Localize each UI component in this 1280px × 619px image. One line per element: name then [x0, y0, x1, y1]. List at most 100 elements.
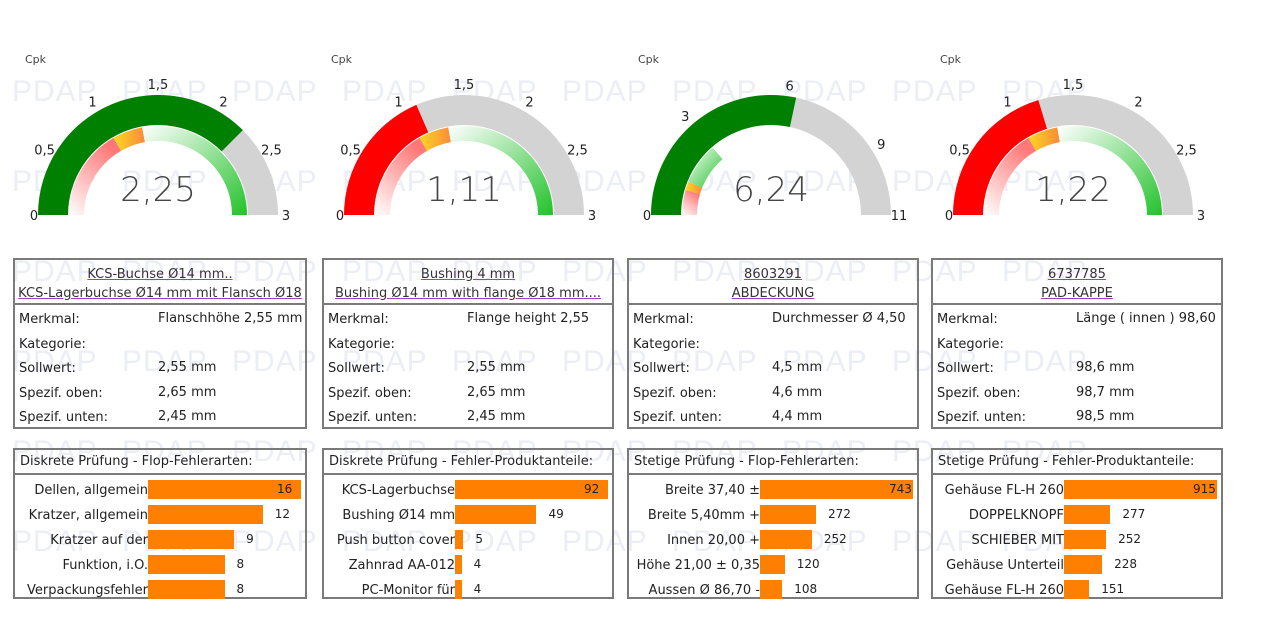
info-row: Spezif. unten: 98,5 mm — [933, 403, 1221, 428]
bar-row[interactable]: Gehäuse FL-H 260 915 — [933, 478, 1221, 503]
info-label: Merkmal: — [328, 312, 389, 327]
bar-value-label: 151 — [1101, 582, 1125, 596]
gauge-tick-label: 0 — [945, 209, 953, 224]
info-value: Flange height 2,55 — [467, 311, 590, 326]
bar[interactable] — [760, 505, 816, 524]
bar-value-label: 92 — [584, 482, 600, 496]
bar[interactable] — [760, 480, 913, 499]
bar[interactable] — [455, 555, 462, 574]
part-header: 8603291 ABDECKUNG — [629, 260, 917, 305]
bar-row[interactable]: Breite 37,40 ± 743 — [629, 478, 917, 503]
part-name-link[interactable]: PAD-KAPPE — [1041, 286, 1113, 301]
bar-row[interactable]: SCHIEBER MIT 252 — [933, 528, 1221, 553]
bar[interactable] — [148, 580, 225, 599]
gauge-tick-label: 1 — [88, 96, 96, 111]
bar[interactable] — [455, 480, 608, 499]
bar[interactable] — [760, 530, 812, 549]
bar[interactable] — [1064, 530, 1107, 549]
bar[interactable] — [148, 555, 225, 574]
gauge-tick-label: 1 — [394, 96, 402, 111]
info-value: 98,7 mm — [1076, 384, 1135, 400]
bar-row[interactable]: Zahnrad AA-012 4 — [324, 553, 612, 578]
bar[interactable] — [455, 505, 537, 524]
bar-row[interactable]: Gehäuse FL-H 260 151 — [933, 578, 1221, 603]
bar-value-label: 252 — [1118, 532, 1142, 546]
bar[interactable] — [1064, 505, 1111, 524]
bar[interactable] — [760, 580, 783, 599]
info-row: Merkmal: Länge ( innen ) 98,60 — [933, 305, 1221, 330]
bar[interactable] — [1064, 480, 1217, 499]
bar-row[interactable]: Push button cover 5 — [324, 528, 612, 553]
info-label: Merkmal: — [19, 312, 80, 327]
bar-category-label: Höhe 21,00 ± 0,35 — [636, 558, 760, 573]
gauge-tick-label: 0,5 — [949, 144, 970, 159]
bar-value-label: 16 — [277, 482, 293, 496]
bar-value-label: 49 — [548, 507, 564, 521]
gauge-value-arc — [953, 100, 1047, 215]
bar[interactable] — [148, 530, 235, 549]
info-label: Spezif. unten: — [328, 410, 418, 425]
bar-row[interactable]: Kratzer auf der 9 — [15, 528, 305, 553]
bar-row[interactable]: DOPPELKNOPF 277 — [933, 503, 1221, 528]
bar-row[interactable]: Bushing Ø14 mm 49 — [324, 503, 612, 528]
bar-row[interactable]: KCS-Lagerbuchse 92 — [324, 478, 612, 503]
bar[interactable] — [148, 505, 263, 524]
part-header: Bushing 4 mm Bushing Ø14 mm with flange … — [324, 260, 612, 305]
gauge-tick-label: 2 — [1134, 96, 1142, 111]
bar-value-label: 277 — [1122, 507, 1146, 521]
info-label: Spezif. oben: — [937, 385, 1021, 401]
bar[interactable] — [148, 480, 301, 499]
part-number-link[interactable]: KCS-Buchse Ø14 mm.. — [87, 267, 233, 282]
info-label: Sollwert: — [328, 361, 385, 376]
gauge-tick-label: 0,5 — [340, 144, 361, 159]
bar[interactable] — [1064, 555, 1103, 574]
gauge-tick-label: 3 — [282, 209, 290, 224]
bar-value-label: 915 — [1193, 482, 1216, 496]
info-row: Sollwert: 2,55 mm — [15, 354, 305, 379]
bar[interactable] — [1064, 580, 1090, 599]
bar[interactable] — [455, 530, 464, 549]
gauge-band-yellow — [1028, 127, 1060, 151]
info-row: Kategorie: — [629, 330, 917, 355]
bar-chart-panel: Diskrete Prüfung - Fehler-Produktanteile… — [322, 448, 614, 599]
bar-category-label: Kratzer, allgemein — [28, 508, 148, 523]
gauge-tick-label: 2,5 — [1176, 144, 1197, 159]
bar-row[interactable]: Innen 20,00 + 252 — [629, 528, 917, 553]
cpk-gauge: Cpk 0 0,5 1 1,5 2 2,5 3 1,22 — [928, 48, 1228, 238]
bar-row[interactable]: PC-Monitor für 4 — [324, 578, 612, 603]
bar[interactable] — [760, 555, 785, 574]
bar-category-label: Funktion, i.O. — [62, 558, 148, 573]
info-value: Flanschhöhe 2,55 mm — [158, 311, 303, 326]
part-name-link[interactable]: ABDECKUNG — [731, 286, 815, 301]
part-name-link[interactable]: KCS-Lagerbuchse Ø14 mm mit Flansch Ø18 — [18, 286, 302, 301]
bar-row[interactable]: Verpackungsfehler 8 — [15, 578, 305, 603]
part-info-panel: 6737785 PAD-KAPPE Merkmal: Länge ( innen… — [931, 258, 1223, 429]
bar-row[interactable]: Aussen Ø 86,70 - 108 — [629, 578, 917, 603]
bar-row[interactable]: Breite 5,40mm + 272 — [629, 503, 917, 528]
gauge-tick-label: 3 — [588, 209, 596, 224]
bar-category-label: DOPPELKNOPF — [968, 508, 1064, 523]
bar-row[interactable]: Kratzer, allgemein 12 — [15, 503, 305, 528]
chart-title: Stetige Prüfung - Flop-Fehlerarten: — [629, 450, 917, 475]
part-name-link[interactable]: Bushing Ø14 mm with flange Ø18 mm.... — [334, 286, 602, 301]
bar[interactable] — [455, 580, 462, 599]
part-number-link[interactable]: 6737785 — [1048, 267, 1106, 282]
gauge-band-yellow — [419, 127, 451, 151]
gauge-band-yellow — [113, 127, 145, 151]
info-label: Kategorie: — [328, 336, 395, 352]
part-number-link[interactable]: Bushing 4 mm — [420, 267, 516, 282]
gauge-value: 1,11 — [426, 170, 502, 210]
bar-category-label: Aussen Ø 86,70 - — [648, 583, 760, 598]
info-value: 98,6 mm — [1076, 360, 1135, 375]
info-row: Kategorie: — [933, 330, 1221, 355]
info-value: 4,5 mm — [772, 360, 823, 375]
part-number-link[interactable]: 8603291 — [744, 267, 802, 282]
gauge-band-green — [448, 126, 553, 215]
bar-row[interactable]: Gehäuse Unterteil 228 — [933, 553, 1221, 578]
bar-row[interactable]: Dellen, allgemein 16 — [15, 478, 305, 503]
gauge-tick-label: 3 — [1197, 209, 1205, 224]
info-row: Merkmal: Durchmesser Ø 4,50 — [629, 305, 917, 330]
bar-row[interactable]: Funktion, i.O. 8 — [15, 553, 305, 578]
bar-row[interactable]: Höhe 21,00 ± 0,35 120 — [629, 553, 917, 578]
gauge-band-red — [984, 137, 1036, 215]
